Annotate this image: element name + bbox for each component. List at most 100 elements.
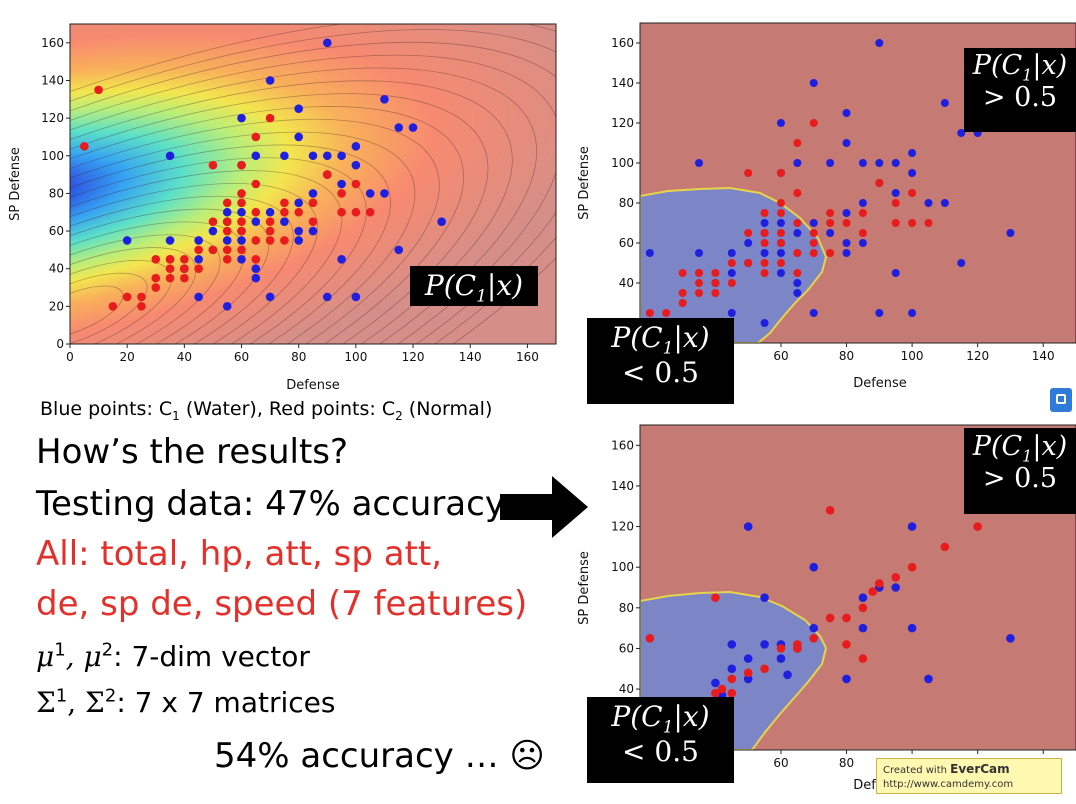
water-point — [251, 264, 261, 274]
x-tick-label: 60 — [234, 350, 249, 364]
water-point — [222, 207, 232, 217]
normal-point — [760, 229, 769, 237]
water-point — [760, 219, 769, 227]
water-point — [908, 169, 917, 177]
normal-point — [237, 217, 246, 226]
contour-line — [70, 144, 391, 344]
water-point — [760, 319, 769, 327]
plot1-xticks: 0 20 40 60 80 100 120 140 160 — [66, 344, 539, 364]
testing-accuracy: Testing data: 47% accuracy — [36, 484, 505, 524]
contour-line — [70, 272, 148, 344]
water-point — [809, 219, 818, 227]
normal-point — [793, 139, 802, 147]
normal-point — [743, 668, 753, 678]
p-label-sub: 1 — [662, 338, 674, 359]
normal-point — [645, 633, 655, 643]
water-point — [265, 76, 275, 85]
normal-point — [809, 249, 818, 257]
water-point — [907, 623, 917, 633]
legend-caption: Blue points: C1 (Water), Red points: C2 … — [40, 398, 492, 423]
normal-point — [351, 207, 361, 217]
x-tick-label: 80 — [839, 349, 854, 363]
water-point — [394, 123, 404, 132]
normal-point — [194, 245, 203, 255]
normal-point — [907, 562, 917, 572]
normal-point — [760, 269, 769, 277]
normal-point — [776, 169, 785, 177]
normal-point — [237, 160, 246, 170]
plot1-ylabel: SP Defense — [8, 147, 23, 221]
x-tick-label: 80 — [839, 756, 854, 770]
normal-point — [280, 207, 289, 217]
water-point — [793, 229, 802, 237]
water-point — [208, 226, 218, 236]
water-point — [727, 640, 737, 649]
normal-point — [180, 254, 189, 264]
plot1-annotation: P(C1|x) — [410, 266, 538, 307]
y-tick-label: 80 — [619, 601, 634, 615]
y-tick-label: 160 — [611, 438, 634, 452]
water-point — [727, 269, 736, 277]
water-point — [891, 189, 900, 197]
normal-point — [251, 254, 261, 264]
normal-point — [208, 245, 218, 255]
normal-point — [662, 309, 671, 317]
water-point — [237, 207, 246, 217]
normal-point — [251, 179, 261, 189]
normal-point — [908, 189, 917, 197]
p-label-sub: 1 — [1022, 65, 1033, 85]
normal-point — [826, 219, 835, 227]
normal-point — [744, 229, 753, 237]
water-point — [875, 159, 884, 167]
normal-point — [151, 283, 161, 292]
legend-red-sub: 2 — [395, 408, 403, 423]
normal-point — [678, 269, 687, 277]
x-tick-label: 100 — [344, 350, 367, 364]
x-tick-label: 0 — [66, 350, 74, 364]
normal-point — [826, 249, 835, 257]
water-point — [351, 292, 361, 302]
normal-point — [793, 249, 802, 257]
normal-point — [842, 640, 851, 649]
water-point — [1006, 229, 1015, 237]
normal-point — [875, 579, 884, 588]
contour-line — [70, 80, 513, 344]
normal-point — [826, 209, 835, 217]
water-point — [194, 254, 203, 264]
water-point — [280, 217, 289, 226]
normal-point — [717, 684, 727, 694]
x-tick-label: 60 — [773, 756, 788, 770]
water-point — [294, 236, 304, 245]
y-tick-label: 40 — [49, 262, 64, 276]
water-point — [322, 38, 332, 48]
normal-point — [308, 217, 318, 226]
normal-point — [108, 302, 118, 311]
water-point — [251, 151, 261, 161]
water-point — [437, 217, 446, 226]
water-point — [776, 119, 785, 127]
water-point — [776, 219, 785, 227]
normal-point — [776, 239, 785, 247]
p-label-sub: 1 — [1022, 446, 1033, 466]
water-point — [744, 239, 753, 247]
normal-point — [793, 640, 802, 649]
water-point — [743, 654, 753, 663]
water-point — [858, 199, 867, 207]
p-label-main: P(C — [972, 431, 1023, 462]
normal-point — [351, 179, 361, 189]
water-point — [842, 249, 851, 257]
side-panel-icon[interactable] — [1050, 388, 1072, 412]
normal-point — [727, 674, 737, 684]
normal-point — [776, 229, 785, 237]
normal-point — [337, 207, 346, 217]
water-point — [165, 236, 175, 245]
water-point — [760, 249, 769, 257]
contour-line — [70, 131, 416, 344]
water-point — [891, 159, 900, 167]
normal-point — [858, 229, 867, 237]
question-heading: How’s the results? — [36, 432, 349, 472]
water-point — [394, 245, 404, 255]
normal-point — [809, 119, 818, 127]
contour-line — [70, 247, 197, 344]
normal-point — [744, 169, 753, 177]
